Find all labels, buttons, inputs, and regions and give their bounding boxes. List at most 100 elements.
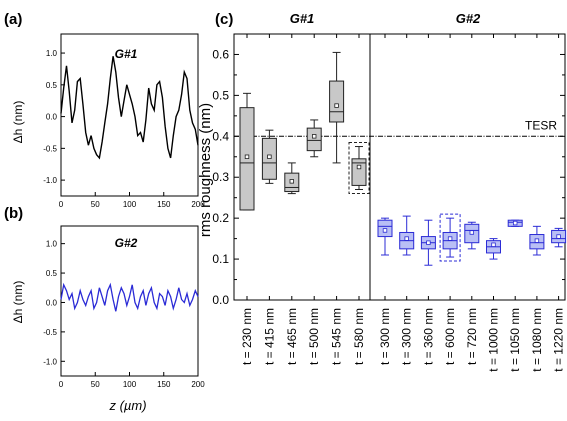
panel-a-xtick-label: 50 [91,200,100,209]
box-g2-8 [551,227,567,248]
panel-b-inset-label: G#2 [115,236,138,250]
panel-b-ytick-label: 0.5 [46,269,58,278]
panel-b-xtick-label: 100 [123,380,137,389]
panel-a-profile-line [60,56,199,160]
box-mean-marker [244,154,250,159]
panel-a-xtick-label: 200 [191,200,205,209]
box-mean-marker [491,242,496,247]
panel-a-y-ticks: 1.0 0.5 0.0 -0.5 -1.0 [43,49,65,185]
panel-c-xtick-label: t = 360 nm [421,308,435,365]
panel-c-xtick-label: t = 500 nm [307,308,321,365]
panel-c-xtick-label: t = 300 nm [400,308,414,365]
box-g1-1 [261,129,277,184]
box-highlight-frame [348,142,370,195]
panel-c-xtick-label: t = 600 nm [443,308,457,365]
panel-b-label: (b) [4,205,23,222]
panel-b-xlabel: z (µm) [108,398,146,413]
panel-c-ytick-label: 0.4 [212,129,229,143]
panel-a-ytick-label: -1.0 [43,176,57,185]
box-body [329,80,345,123]
panel-b-ytick-label: -0.5 [43,328,57,337]
panel-b-ytick-label: 1.0 [46,240,58,249]
panel-c-ytick-label: 0.5 [212,88,229,102]
box-g2-6 [507,219,523,227]
box-mean-marker [404,236,409,241]
panel-c-ytick-label: 0.3 [212,170,229,184]
box-mean-marker [382,228,388,233]
panel-a-x-ticks: 0 50 100 150 200 [59,192,205,209]
box-mean-marker [534,238,540,243]
box-g2-1 [399,215,415,256]
panel-c-ytick-label: 0.0 [212,293,229,307]
box-mean-marker [513,220,518,226]
box-mean-marker [426,240,431,245]
panel-a-xtick-label: 100 [123,200,137,209]
panel-c-xtick-label: t = 580 nm [352,308,366,365]
box-g1-2 [284,162,300,195]
box-g2-5 [486,238,501,260]
panel-a-ylabel: Δh (nm) [11,101,25,144]
box-g1-5 [348,142,370,195]
panel-a-ytick-label: -0.5 [43,144,57,153]
panel-a-inset-label: G#1 [115,47,138,61]
panel-c-ytick-label: 0.2 [212,211,229,225]
box-mean-marker [267,154,272,159]
group-label-g2: G#2 [456,11,481,26]
panel-c-xtick-label: t = 1080 nm [530,308,544,372]
box-body [351,158,367,186]
panel-c-y-ticks: 0.0 0.1 0.2 0.3 0.4 0.5 0.6 [212,33,565,307]
box-g2-4 [464,221,480,250]
panel-a-ytick-label: 0.0 [46,113,58,122]
panel-a-xtick-label: 150 [157,200,171,209]
box-mean-marker [356,164,362,170]
box-mean-marker [289,179,294,184]
box-highlight-frame [439,213,461,262]
panel-b-ytick-label: -1.0 [43,357,57,366]
box-g2-2 [420,219,436,266]
box-g2-0 [377,217,393,256]
panel-c-ytick-label: 0.1 [212,252,229,266]
tesr-label: TESR [525,118,557,132]
panel-c-x-ticks: t = 230 nm t = 415 nm t = 465 nm t = 500 nm… [240,34,566,372]
panel-a-ytick-label: 0.5 [46,81,58,90]
box-g1-0 [239,92,255,211]
panel-a-ytick-label: 1.0 [46,49,58,58]
group-label-g1: G#1 [290,11,315,26]
panel-b-profile-line [60,282,199,312]
panel-c-label: (c) [215,11,233,28]
panel-b-xtick-label: 0 [59,380,64,389]
box-g2-3 [439,213,461,262]
panel-b-ylabel: Δh (nm) [11,281,25,324]
panel-b-ytick-label: 0.0 [46,298,58,307]
box-g1-3 [306,119,322,158]
box-mean-marker [469,230,474,235]
panel-b-x-ticks: 0 50 100 150 200 [59,372,205,389]
panel-c-xtick-label: t = 1000 nm [487,308,501,372]
panel-c-xtick-label: t = 300 nm [378,308,392,365]
box-mean-marker [447,236,453,241]
panel-a-xtick-label: 0 [59,200,64,209]
panel-b-xtick-label: 50 [91,380,100,389]
panel-c-boxes [239,51,567,266]
panel-c-xtick-label: t = 465 nm [285,308,299,365]
box-mean-marker [311,134,317,139]
box-g2-7 [529,225,545,256]
panel-b-y-ticks: 1.0 0.5 0.0 -0.5 -1.0 [43,240,65,366]
panel-a-label: (a) [4,11,22,28]
box-g1-4 [329,51,345,164]
box-mean-marker [334,103,339,108]
box-mean-marker [556,234,561,239]
box-body [306,127,322,152]
panel-c-xtick-label: t = 1220 nm [552,308,566,372]
panel-b-xtick-label: 150 [157,380,171,389]
panel-b-xtick-label: 200 [191,380,205,389]
panel-c-xtick-label: t = 230 nm [240,308,254,365]
panel-c-ylabel: rms roughness (nm) [197,103,214,237]
panel-c-xtick-label: t = 1050 nm [508,308,522,372]
panel-c-xtick-label: t = 545 nm [330,308,344,365]
panel-c-frame [233,33,566,301]
panel-c-ytick-label: 0.6 [212,47,229,61]
panel-c-group-labels: G#1 G#2 [290,11,481,26]
panel-c-xtick-label: t = 720 nm [465,308,479,365]
